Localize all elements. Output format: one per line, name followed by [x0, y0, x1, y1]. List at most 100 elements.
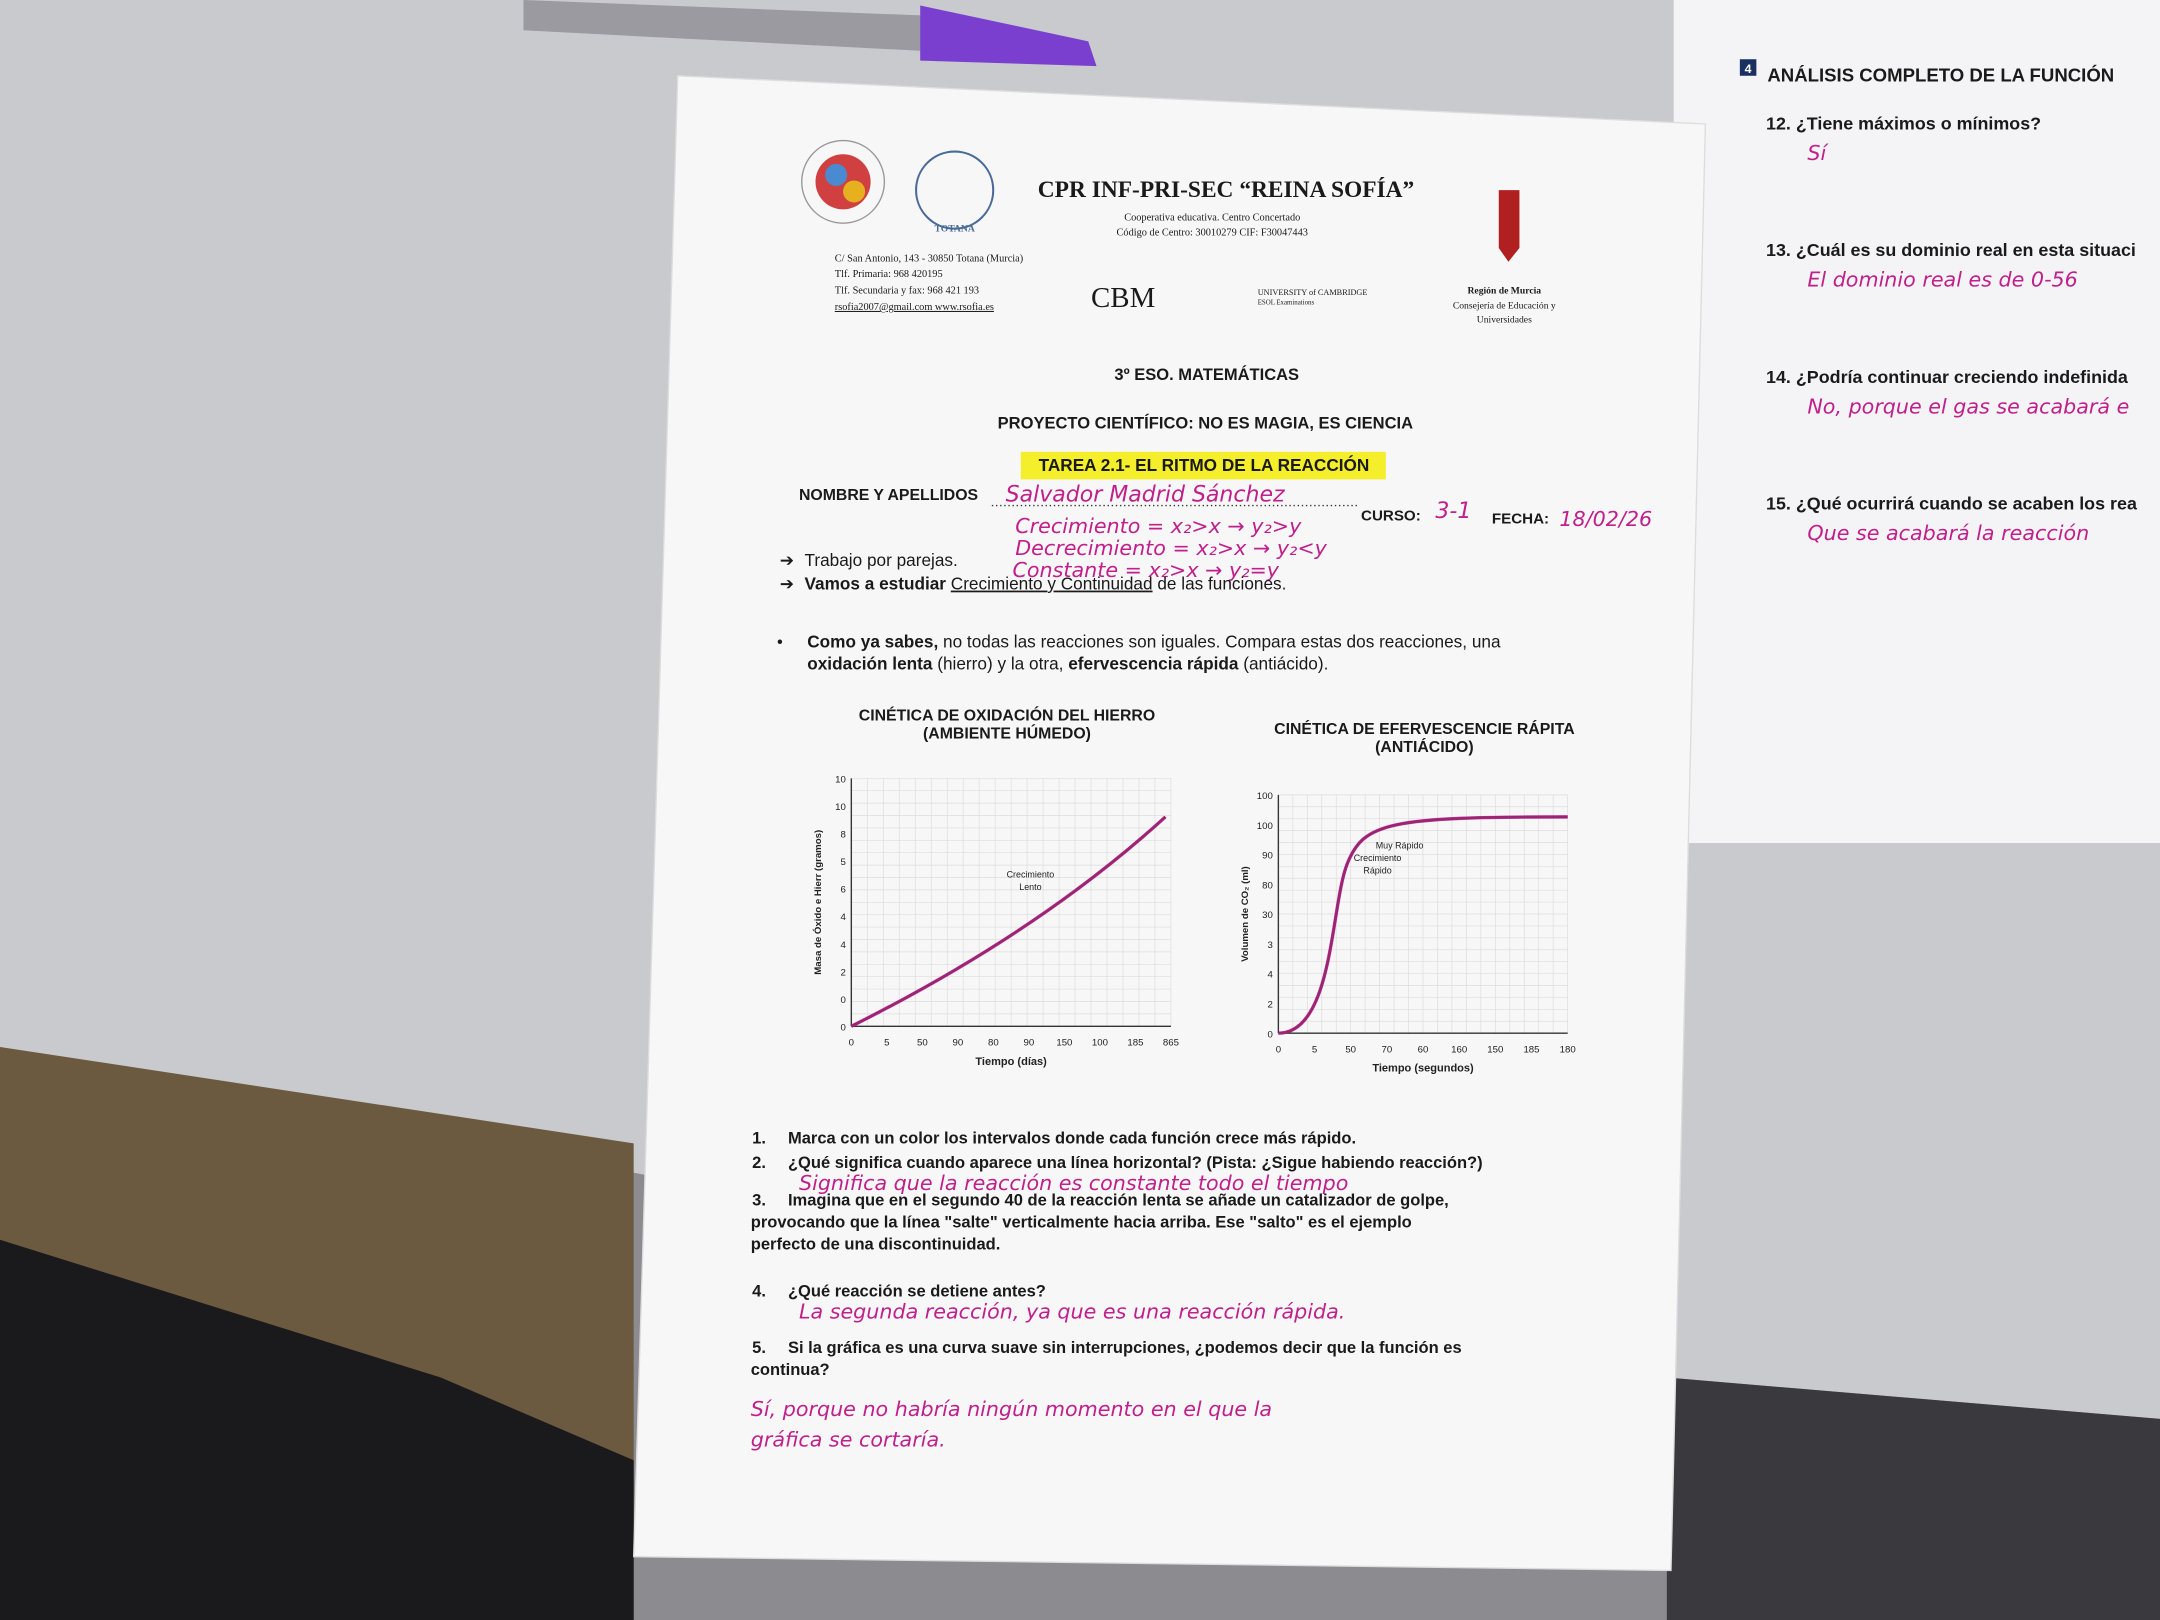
- question-text: ¿Qué significa cuando aparece una línea …: [788, 1153, 1483, 1172]
- intro-part: efervescencia rápida: [1068, 653, 1239, 673]
- x-tick-label: 50: [1345, 1044, 1356, 1055]
- cbm-logo: CBM: [1091, 282, 1155, 314]
- region: Región de Murcia: [1467, 285, 1541, 296]
- address: Tlf. Secundaria y fax: 968 421 193: [835, 285, 979, 296]
- annotation: Crecimiento: [1354, 853, 1402, 863]
- answer: Sí: [1807, 141, 1829, 165]
- question-text: 13. ¿Cuál es su dominio real en esta sit…: [1766, 240, 2136, 260]
- x-tick-label: 0: [1276, 1044, 1281, 1055]
- course-label: CURSO:: [1361, 508, 1421, 525]
- cloth: [0, 1239, 634, 1620]
- answer: Que se acabará la reacción: [1807, 521, 2089, 545]
- date-label: FECHA:: [1492, 510, 1549, 527]
- cambridge: UNIVERSITY of CAMBRIDGE: [1258, 288, 1368, 297]
- y-axis-label: Masa de Óxido e Hierr (gramos): [812, 830, 824, 975]
- logo-part: [825, 163, 848, 186]
- annotation: Rápido: [1363, 865, 1391, 875]
- y-tick-label: 4: [840, 912, 846, 923]
- annotation: Muy Rápido: [1376, 841, 1424, 851]
- bullet-part: Crecimiento y Continuidad: [951, 574, 1153, 594]
- question-number: 3.: [752, 1190, 766, 1209]
- answer: El dominio real es de 0-56: [1807, 268, 2077, 292]
- y-tick-label: 2: [840, 967, 845, 978]
- annotation: Crecimiento: [1007, 870, 1055, 880]
- note: Constante = x₂>x → y₂=y: [1013, 558, 1280, 582]
- answer: La segunda reacción, ya que es una reacc…: [799, 1299, 1345, 1323]
- bullet: Vamos a estudiar Crecimiento y Continuid…: [804, 574, 1286, 594]
- x-tick-label: 90: [1024, 1038, 1035, 1049]
- x-tick-label: 0: [849, 1038, 854, 1049]
- logo-ring: [801, 139, 886, 224]
- y-tick-label: 10: [835, 802, 846, 813]
- section-number: 4: [1745, 62, 1752, 76]
- note: Crecimiento = x₂>x → y₂>y: [1015, 514, 1302, 538]
- y-axis-label: Volumen de CO₂ (ml): [1240, 866, 1251, 962]
- answer: No, porque el gas se acabará e: [1807, 394, 2129, 418]
- highlighter: [1278, 815, 1568, 1035]
- note: Decrecimiento = x₂>x → y₂<y: [1015, 536, 1327, 560]
- name-label: NOMBRE Y APELLIDOS: [799, 487, 978, 504]
- address: C/ San Antonio, 143 - 30850 Totana (Murc…: [835, 254, 1023, 265]
- question-text: Marca con un color los intervalos donde …: [788, 1128, 1356, 1147]
- highlighter: [850, 815, 1167, 1028]
- arrow: ➔: [780, 550, 794, 570]
- question-text: perfecto de una discontinuidad.: [751, 1234, 1001, 1253]
- name: Salvador Madrid Sánchez: [1006, 482, 1285, 507]
- school-subtitle: Cooperativa educativa. Centro Concertado: [1124, 212, 1300, 223]
- y-tick-label: 80: [1262, 880, 1273, 891]
- chart-title: CINÉTICA DE EFERVESCENCIE RÁPITA: [1274, 719, 1575, 738]
- y-tick-label: 6: [840, 885, 845, 896]
- x-axis-label: Tiempo (días): [975, 1056, 1047, 1068]
- question-text: Si la gráfica es una curva suave sin int…: [788, 1338, 1462, 1357]
- chart-title: CINÉTICA DE OXIDACIÓN DEL HIERRO: [859, 705, 1155, 724]
- intro-part: (antiácido).: [1238, 653, 1328, 673]
- x-tick-label: 150: [1487, 1044, 1503, 1055]
- answer: gráfica se cortaría.: [751, 1427, 946, 1451]
- date: 18/02/26: [1559, 507, 1652, 531]
- section-box: [1739, 59, 1757, 76]
- logo-part: [843, 180, 866, 203]
- chart-title: (AMBIENTE HÚMEDO): [923, 723, 1091, 742]
- chair: [1666, 1377, 2160, 1620]
- answer: Significa que la reacción es constante t…: [799, 1171, 1348, 1195]
- x-tick-label: 180: [1560, 1044, 1576, 1055]
- y-tick-label: 100: [1257, 821, 1273, 832]
- x-tick-label: 150: [1056, 1038, 1072, 1049]
- intro-line: Como ya sabes, no todas las reacciones s…: [807, 631, 1501, 651]
- y-tick-label: 4: [840, 940, 846, 951]
- x-tick-label: 50: [917, 1038, 928, 1049]
- question-number: 5.: [752, 1338, 766, 1357]
- bullet-dot: •: [777, 632, 783, 651]
- question-text: 14. ¿Podría continuar creciendo indefini…: [1766, 367, 2129, 387]
- question-text: 15. ¿Qué ocurrirá cuando se acaben los r…: [1766, 494, 2138, 514]
- intro-line: oxidación lenta (hierro) y la otra, efer…: [807, 653, 1328, 673]
- x-tick-label: 80: [988, 1038, 999, 1049]
- x-tick-label: 160: [1451, 1044, 1467, 1055]
- answer: Sí, porque no habría ningún momento en e…: [751, 1397, 1272, 1421]
- bullet: Trabajo por parejas.: [804, 550, 957, 570]
- y-tick-label: 10: [835, 774, 846, 785]
- y-tick-label: 90: [1262, 851, 1273, 862]
- x-tick-label: 60: [1418, 1044, 1429, 1055]
- course: 3º ESO. MATEMÁTICAS: [1114, 365, 1299, 384]
- bullet-part: de las funciones.: [1153, 574, 1287, 594]
- y-tick-label: 3: [1267, 940, 1272, 951]
- question-text: 12. ¿Tiene máximos o mínimos?: [1766, 113, 2041, 133]
- school-name: CPR INF-PRI-SEC “REINA SOFÍA”: [1038, 177, 1414, 203]
- intro-part: oxidación lenta: [807, 653, 933, 673]
- x-tick-label: 185: [1523, 1044, 1539, 1055]
- intro-part: (hierro) y la otra,: [932, 653, 1068, 673]
- address: Tlf. Primaria: 968 420195: [835, 269, 943, 280]
- y-tick-label: 5: [840, 857, 845, 868]
- x-tick-label: 185: [1127, 1038, 1143, 1049]
- y-tick-label: 100: [1257, 791, 1273, 802]
- x-tick-label: 90: [952, 1038, 963, 1049]
- highlight: [1020, 451, 1386, 480]
- pen-cap: [920, 5, 1097, 67]
- x-tick-label: 865: [1163, 1038, 1179, 1049]
- question-text: provocando que la línea "salte" vertical…: [751, 1212, 1412, 1231]
- intro-part: Como ya sabes,: [807, 631, 938, 651]
- cambridge: ESOL Examinations: [1258, 299, 1315, 306]
